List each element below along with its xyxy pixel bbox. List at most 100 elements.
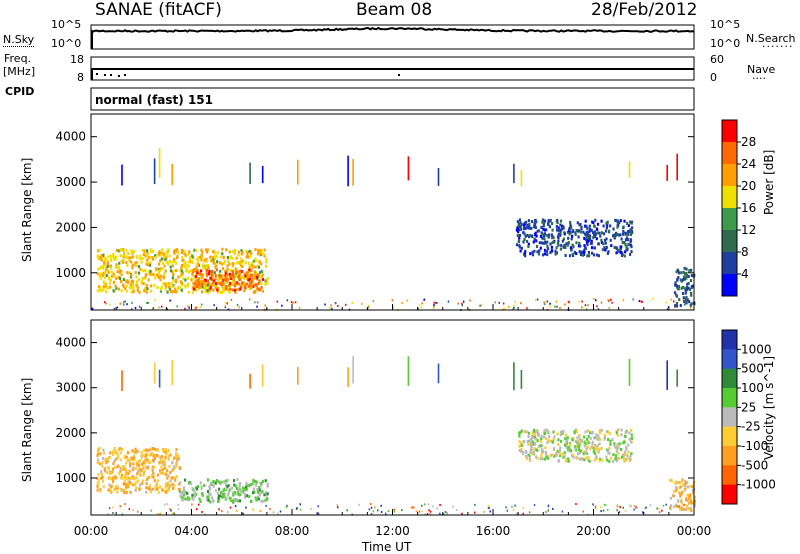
velocity-scatter-patch-cell — [533, 442, 536, 446]
velocity-scatter-patch-cell — [219, 482, 222, 486]
velocity-scatter-patch-cell — [176, 457, 179, 461]
power-scatter-patch-cell — [575, 252, 578, 256]
power-speckle — [105, 302, 107, 305]
velocity-speckle — [380, 511, 383, 513]
power-scatter-patch-cell — [141, 248, 144, 252]
velocity-speckle — [439, 504, 441, 506]
velocity-scatter-patch-cell — [260, 499, 263, 503]
velocity-scatter-patch-cell — [519, 431, 522, 434]
velocity-scatter-patch-cell — [614, 457, 617, 461]
velocity-scatter-patch-cell — [96, 477, 99, 480]
power-scatter-patch-cell — [205, 287, 208, 290]
power-scatter-patch-cell — [228, 272, 231, 276]
power-speckle — [587, 304, 589, 307]
power-scatter-patch-cell — [542, 221, 545, 225]
velocity-scatter-patch-cell — [152, 471, 155, 475]
power-scatter-patch-cell — [126, 279, 129, 283]
velocity-scatter-patch-cell — [259, 481, 262, 485]
power-scatter-patch-cell — [527, 225, 530, 229]
power-scatter-patch-cell — [248, 268, 251, 272]
velocity-speckle — [516, 512, 518, 515]
velocity-scatter-patch-cell — [255, 498, 258, 502]
power-scatter-patch-cell — [252, 259, 255, 263]
velocity-scatter-patch-cell — [540, 439, 543, 443]
power-scatter-patch-cell — [144, 254, 147, 258]
power-scatter-patch-cell — [173, 250, 176, 254]
velocity-scatter-patch-cell — [126, 458, 129, 462]
velocity-scatter-patch-cell — [540, 437, 543, 441]
freq-label-2: [MHz] — [3, 65, 36, 78]
power-speckle — [457, 302, 459, 305]
velocity-streak — [437, 363, 440, 384]
power-scatter-patch-cell — [606, 223, 609, 227]
power-scatter-patch-cell — [520, 223, 523, 227]
power-scatter-patch-cell — [226, 256, 229, 259]
velocity-scatter-patch-cell — [613, 442, 616, 446]
power-scatter-patch-cell — [221, 285, 224, 288]
power-scatter-patch-cell — [135, 283, 138, 287]
power-streak — [628, 161, 631, 178]
power-scatter-patch-cell — [156, 252, 159, 256]
power-speckle — [433, 305, 436, 308]
power-speckle — [555, 300, 558, 303]
power-scatter-patch-cell — [220, 274, 223, 278]
power-scatter-patch-cell — [130, 273, 133, 277]
velocity-speckle — [196, 508, 198, 511]
power-scatter-patch-cell — [231, 264, 235, 268]
power-scatter-patch-cell — [571, 230, 574, 234]
power-scatter-patch-cell — [187, 264, 191, 268]
power-speckle — [329, 307, 331, 309]
power-scatter-patch-cell — [624, 250, 627, 254]
power-scatter-patch-cell — [214, 265, 217, 269]
velocity-scatter-patch-cell — [263, 493, 266, 497]
power-scatter-patch-cell — [522, 240, 525, 244]
power-speckle — [564, 303, 566, 306]
nave-label: Nave — [747, 63, 776, 76]
power-ytick-label: 3000 — [55, 175, 86, 189]
power-scatter-patch-cell — [109, 254, 113, 258]
power-scatter-patch-cell — [690, 293, 693, 297]
velocity-scatter-patch-cell — [520, 448, 523, 451]
power-scatter-patch-cell — [104, 284, 107, 288]
velocity-scatter-patch-cell — [251, 480, 254, 484]
velocity-colorbar-tick-label: 100 — [741, 381, 764, 395]
power-scatter-patch-cell — [534, 222, 537, 226]
velocity-scatter-patch-cell — [231, 486, 234, 490]
velocity-scatter-patch-cell — [165, 483, 168, 486]
power-scatter-patch-cell — [250, 250, 253, 254]
velocity-scatter-patch-cell — [122, 482, 125, 486]
velocity-speckle — [461, 512, 463, 515]
power-scatter-patch-cell — [631, 226, 634, 230]
velocity-scatter-patch-cell — [217, 480, 220, 484]
power-scatter-patch-cell — [560, 243, 563, 247]
power-scatter-patch-cell — [531, 235, 534, 238]
power-scatter-patch-cell — [527, 242, 530, 246]
velocity-scatter-patch-cell — [152, 454, 155, 458]
power-scatter-patch-cell — [615, 251, 618, 255]
power-scatter-patch-cell — [530, 220, 534, 223]
velocity-scatter-patch-cell — [622, 453, 625, 457]
velocity-scatter-patch-cell — [97, 480, 100, 484]
power-scatter-patch-cell — [535, 234, 538, 238]
power-speckle — [420, 306, 423, 309]
velocity-streak — [171, 359, 173, 385]
power-scatter-patch-cell — [103, 264, 106, 268]
velocity-streak — [513, 362, 515, 391]
power-scatter-patch-cell — [125, 261, 128, 264]
power-scatter-patch-cell — [677, 269, 680, 273]
power-scatter-patch-cell — [104, 256, 107, 260]
velocity-scatter-patch-cell — [237, 490, 240, 494]
velocity-scatter-patch-cell — [673, 505, 676, 509]
power-scatter-patch-cell — [605, 221, 608, 225]
power-scatter-patch-cell — [690, 302, 693, 306]
power-scatter-patch-cell — [164, 258, 167, 262]
power-scatter-patch-cell — [187, 270, 190, 274]
velocity-scatter-patch-cell — [153, 454, 156, 458]
power-scatter-patch-cell — [523, 223, 526, 227]
power-scatter-patch-cell — [122, 255, 125, 259]
power-scatter-patch-cell — [524, 226, 527, 230]
power-scatter-patch-cell — [194, 288, 198, 292]
velocity-scatter-patch-cell — [127, 472, 130, 476]
velocity-scatter-patch-cell — [691, 485, 694, 488]
velocity-scatter-patch-cell — [154, 447, 157, 451]
